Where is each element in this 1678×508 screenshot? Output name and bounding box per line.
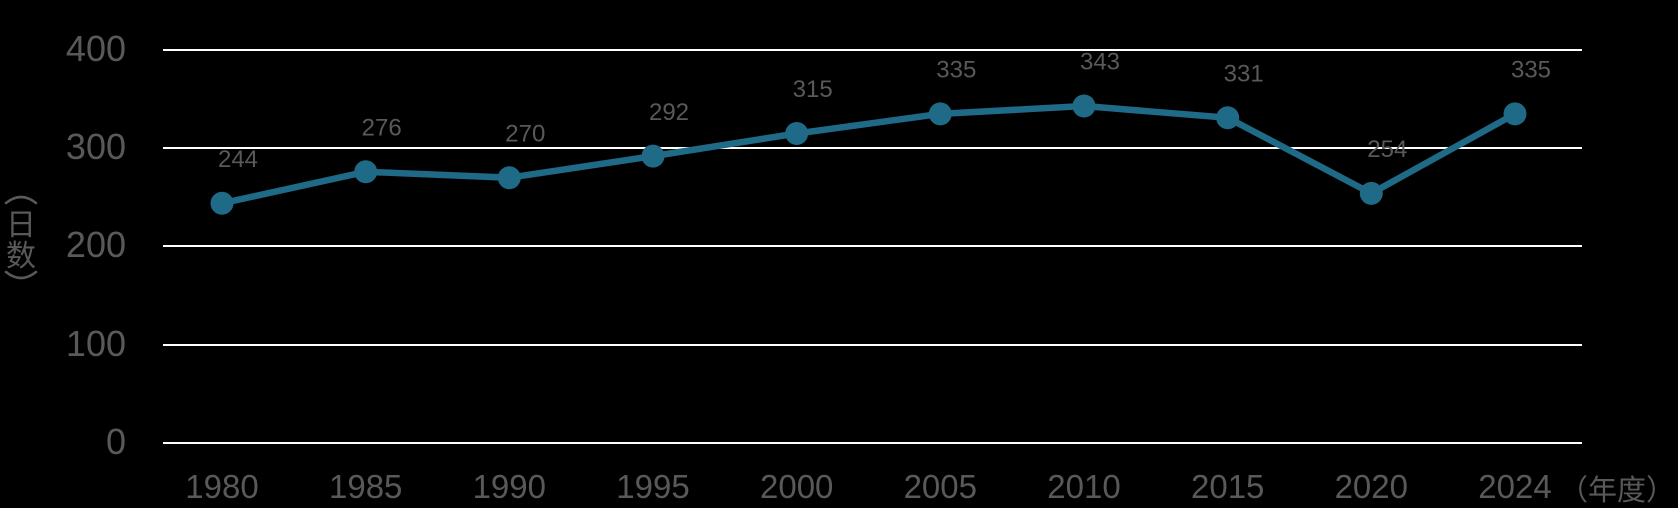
svg-text:244: 244 xyxy=(218,146,258,173)
svg-text:2010: 2010 xyxy=(1047,468,1120,505)
svg-text:（年度）: （年度） xyxy=(1559,474,1675,507)
svg-text:2005: 2005 xyxy=(904,468,977,505)
svg-text:335: 335 xyxy=(936,57,976,84)
svg-text:200: 200 xyxy=(66,224,126,265)
svg-text:日: 日 xyxy=(6,209,36,242)
svg-text:100: 100 xyxy=(66,323,126,364)
svg-text:1995: 1995 xyxy=(616,468,689,505)
svg-text:数: 数 xyxy=(6,240,36,273)
svg-text:2024: 2024 xyxy=(1478,468,1551,505)
svg-text:292: 292 xyxy=(649,99,689,126)
svg-text:270: 270 xyxy=(505,121,545,148)
svg-text:343: 343 xyxy=(1080,49,1120,76)
svg-text:2015: 2015 xyxy=(1191,468,1264,505)
svg-text:254: 254 xyxy=(1367,136,1407,163)
svg-text:1990: 1990 xyxy=(473,468,546,505)
svg-text:276: 276 xyxy=(362,115,402,142)
svg-text:1985: 1985 xyxy=(329,468,402,505)
svg-text:2020: 2020 xyxy=(1335,468,1408,505)
svg-text:335: 335 xyxy=(1511,57,1551,84)
svg-text:1980: 1980 xyxy=(185,468,258,505)
svg-text:300: 300 xyxy=(66,126,126,167)
svg-text:315: 315 xyxy=(793,76,833,103)
svg-text:2000: 2000 xyxy=(760,468,833,505)
svg-text:400: 400 xyxy=(66,28,126,69)
svg-text:0: 0 xyxy=(106,421,126,462)
svg-text:331: 331 xyxy=(1224,61,1264,88)
